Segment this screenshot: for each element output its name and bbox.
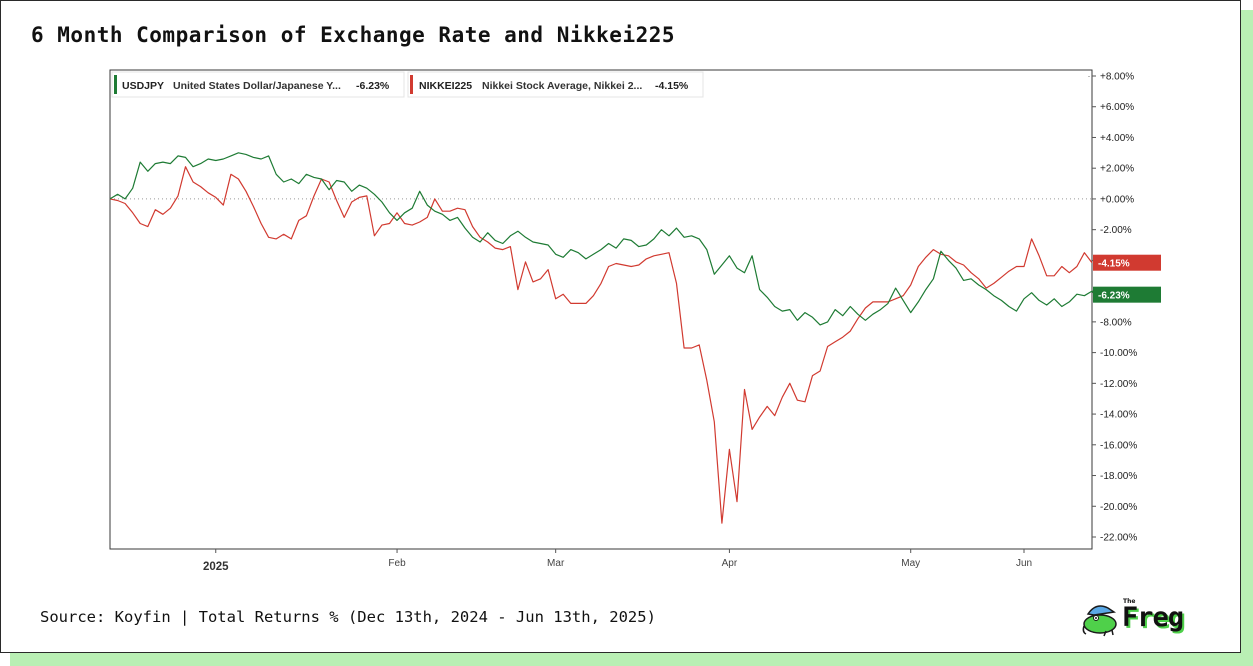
y-tick-label: -10.00% xyxy=(1100,348,1137,359)
legend-box xyxy=(407,71,704,98)
x-tick-label: Apr xyxy=(722,558,738,569)
y-tick-label: -22.00% xyxy=(1100,533,1137,544)
legend-nikkei225-change: -4.15% xyxy=(655,80,689,92)
x-tick-label: May xyxy=(901,558,920,569)
page-title: 6 Month Comparison of Exchange Rate and … xyxy=(31,23,676,47)
y-tick-label: +6.00% xyxy=(1100,102,1134,113)
legend-usdjpy-description: United States Dollar/Japanese Y... xyxy=(173,80,341,92)
badge-label: -4.15% xyxy=(1098,259,1130,270)
series-line-nikkei225 xyxy=(109,166,1093,524)
x-tick-label: Feb xyxy=(388,558,406,569)
legend-nikkei225-description: Nikkei Stock Average, Nikkei 2... xyxy=(482,80,642,92)
y-tick-label: -16.00% xyxy=(1100,440,1137,451)
badge-bg xyxy=(1093,254,1161,271)
x-tick-label: Mar xyxy=(547,558,565,569)
series-line-usdjpy xyxy=(109,152,1108,326)
y-tick-label: +0.00% xyxy=(1100,194,1134,205)
y-tick-label: -18.00% xyxy=(1100,471,1137,482)
logo-wordmark: Freg xyxy=(1122,602,1184,633)
last-value-badge-usdjpy: -6.23% xyxy=(1093,286,1161,303)
series-layer xyxy=(109,152,1108,524)
legend-nikkei225[interactable]: NIKKEI225 Nikkei Stock Average, Nikkei 2… xyxy=(407,71,704,98)
badge-label: -6.23% xyxy=(1098,291,1130,302)
badge-bg xyxy=(1093,286,1161,303)
y-tick-label: +4.00% xyxy=(1100,133,1134,144)
legend-usdjpy-change: -6.23% xyxy=(356,80,390,92)
frog-mascot-icon xyxy=(1082,605,1117,637)
source-caption: Source: Koyfin | Total Returns % (Dec 13… xyxy=(40,608,656,626)
plot-frame xyxy=(109,69,1093,550)
freg-logo: The Freg xyxy=(1080,598,1222,638)
chart-card: 6 Month Comparison of Exchange Rate and … xyxy=(0,0,1241,653)
y-tick-label: +8.00% xyxy=(1100,72,1134,83)
y-tick-label: -12.00% xyxy=(1100,379,1137,390)
legend-nikkei225-name: NIKKEI225 xyxy=(419,80,472,92)
logo-small-text: The xyxy=(1123,598,1136,605)
legend-box xyxy=(111,71,405,98)
legend-swatch-nikkei225 xyxy=(410,75,413,94)
x-tick-label: Jun xyxy=(1016,558,1032,569)
legend-swatch-usdjpy xyxy=(114,75,117,94)
y-tick-label: -14.00% xyxy=(1100,410,1137,421)
x-tick-label: 2025 xyxy=(203,561,229,573)
y-axis: +8.00%+6.00%+4.00%+2.00%+0.00%-2.00%-4.0… xyxy=(1092,72,1137,544)
last-value-badge-nikkei225: -4.15% xyxy=(1093,254,1161,271)
y-tick-label: -20.00% xyxy=(1100,502,1137,513)
legend-usdjpy-name: USDJPY xyxy=(122,80,164,92)
y-tick-label: +2.00% xyxy=(1100,164,1134,175)
y-tick-label: -8.00% xyxy=(1100,317,1132,328)
legend-usdjpy[interactable]: USDJPY United States Dollar/Japanese Y..… xyxy=(111,71,405,98)
x-axis: 2025 Feb Mar Apr May Jun xyxy=(203,549,1032,573)
y-tick-label: -2.00% xyxy=(1100,225,1132,236)
